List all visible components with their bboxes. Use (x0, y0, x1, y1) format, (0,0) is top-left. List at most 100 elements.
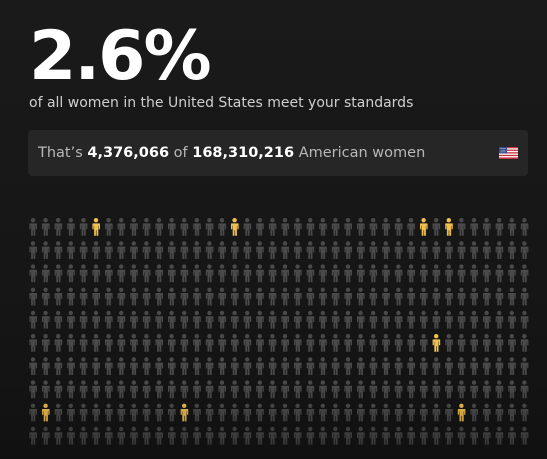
person-icon (268, 241, 277, 259)
person-icon (29, 426, 37, 445)
person-icon (42, 380, 50, 399)
person-icon (281, 241, 289, 259)
person-icon (432, 310, 441, 329)
person-icon (281, 403, 289, 422)
stat-prefix: That’s (38, 145, 83, 161)
person-icon (193, 380, 201, 399)
person-icon (142, 426, 151, 445)
person-icon (319, 218, 327, 236)
person-icon (382, 310, 390, 329)
person-icon (268, 334, 277, 352)
person-icon (483, 264, 491, 283)
person-icon (117, 287, 126, 306)
person-icon (495, 334, 504, 352)
person-icon (205, 357, 214, 375)
person-icon (256, 334, 264, 352)
person-icon (193, 403, 201, 422)
person-icon (470, 403, 478, 422)
person-icon (432, 264, 441, 283)
person-icon (42, 241, 50, 259)
person-icon (457, 287, 466, 306)
person-icon (67, 403, 75, 422)
person-icon (331, 380, 340, 399)
person-icon (382, 218, 390, 236)
person-icon (268, 357, 277, 375)
person-icon (394, 357, 403, 375)
person-icon (256, 357, 264, 375)
person-icon (155, 287, 163, 306)
person-icon (218, 287, 226, 306)
person-icon (180, 241, 189, 259)
person-icon (508, 287, 516, 306)
person-icon (394, 403, 403, 422)
person-icon (394, 241, 403, 259)
person-icon (508, 264, 516, 283)
person-icon (205, 264, 214, 283)
person-icon (407, 241, 415, 259)
person-icon (29, 287, 37, 306)
person-icon (357, 241, 365, 259)
person-icon (42, 426, 50, 445)
person-icon (105, 380, 113, 399)
person-icon (520, 218, 529, 236)
person-icon (67, 334, 75, 352)
person-icon (306, 380, 315, 399)
person-icon (432, 357, 441, 375)
person-icon (142, 264, 151, 283)
person-icon (67, 287, 75, 306)
person-icon (331, 241, 340, 259)
person-icon (130, 241, 138, 259)
person-icon (344, 426, 352, 445)
person-icon (231, 287, 239, 306)
person-icon (142, 218, 151, 236)
person-icon (508, 380, 516, 399)
person-icon (231, 426, 239, 445)
person-icon (130, 357, 138, 375)
person-icon (168, 334, 176, 352)
person-icon (155, 218, 163, 236)
person-icon (155, 310, 163, 329)
person-icon (243, 380, 252, 399)
person-icon (483, 241, 491, 259)
person-icon (457, 426, 466, 445)
person-icon (369, 287, 378, 306)
person-icon (54, 218, 63, 236)
person-icon (142, 287, 151, 306)
person-icon (168, 310, 176, 329)
person-icon (520, 403, 529, 422)
person-icon (54, 264, 63, 283)
person-icon (168, 403, 176, 422)
person-icon (495, 264, 504, 283)
person-icon (268, 310, 277, 329)
us-flag-icon[interactable] (499, 147, 518, 159)
person-icon (155, 264, 163, 283)
person-icon (54, 357, 63, 375)
person-icon (42, 264, 50, 283)
person-icon (420, 334, 428, 352)
person-icon (369, 380, 378, 399)
person-icon (306, 264, 315, 283)
person-icon (294, 287, 302, 306)
person-icon (357, 403, 365, 422)
person-icon (168, 426, 176, 445)
person-icon (205, 218, 214, 236)
person-icon (357, 334, 365, 352)
person-icon (369, 310, 378, 329)
person-icon (306, 426, 315, 445)
person-icon (407, 310, 415, 329)
person-icon (168, 218, 176, 236)
person-icon (142, 241, 151, 259)
person-icon (130, 334, 138, 352)
person-icon (420, 403, 428, 422)
person-icon (495, 241, 504, 259)
person-icon (67, 310, 75, 329)
person-icon (117, 310, 126, 329)
person-icon (180, 310, 189, 329)
person-icon (432, 380, 441, 399)
person-icon (180, 334, 189, 352)
person-icon (520, 426, 529, 445)
person-icon (243, 218, 252, 236)
person-icon (470, 310, 478, 329)
person-icon (457, 241, 466, 259)
person-icon (306, 310, 315, 329)
